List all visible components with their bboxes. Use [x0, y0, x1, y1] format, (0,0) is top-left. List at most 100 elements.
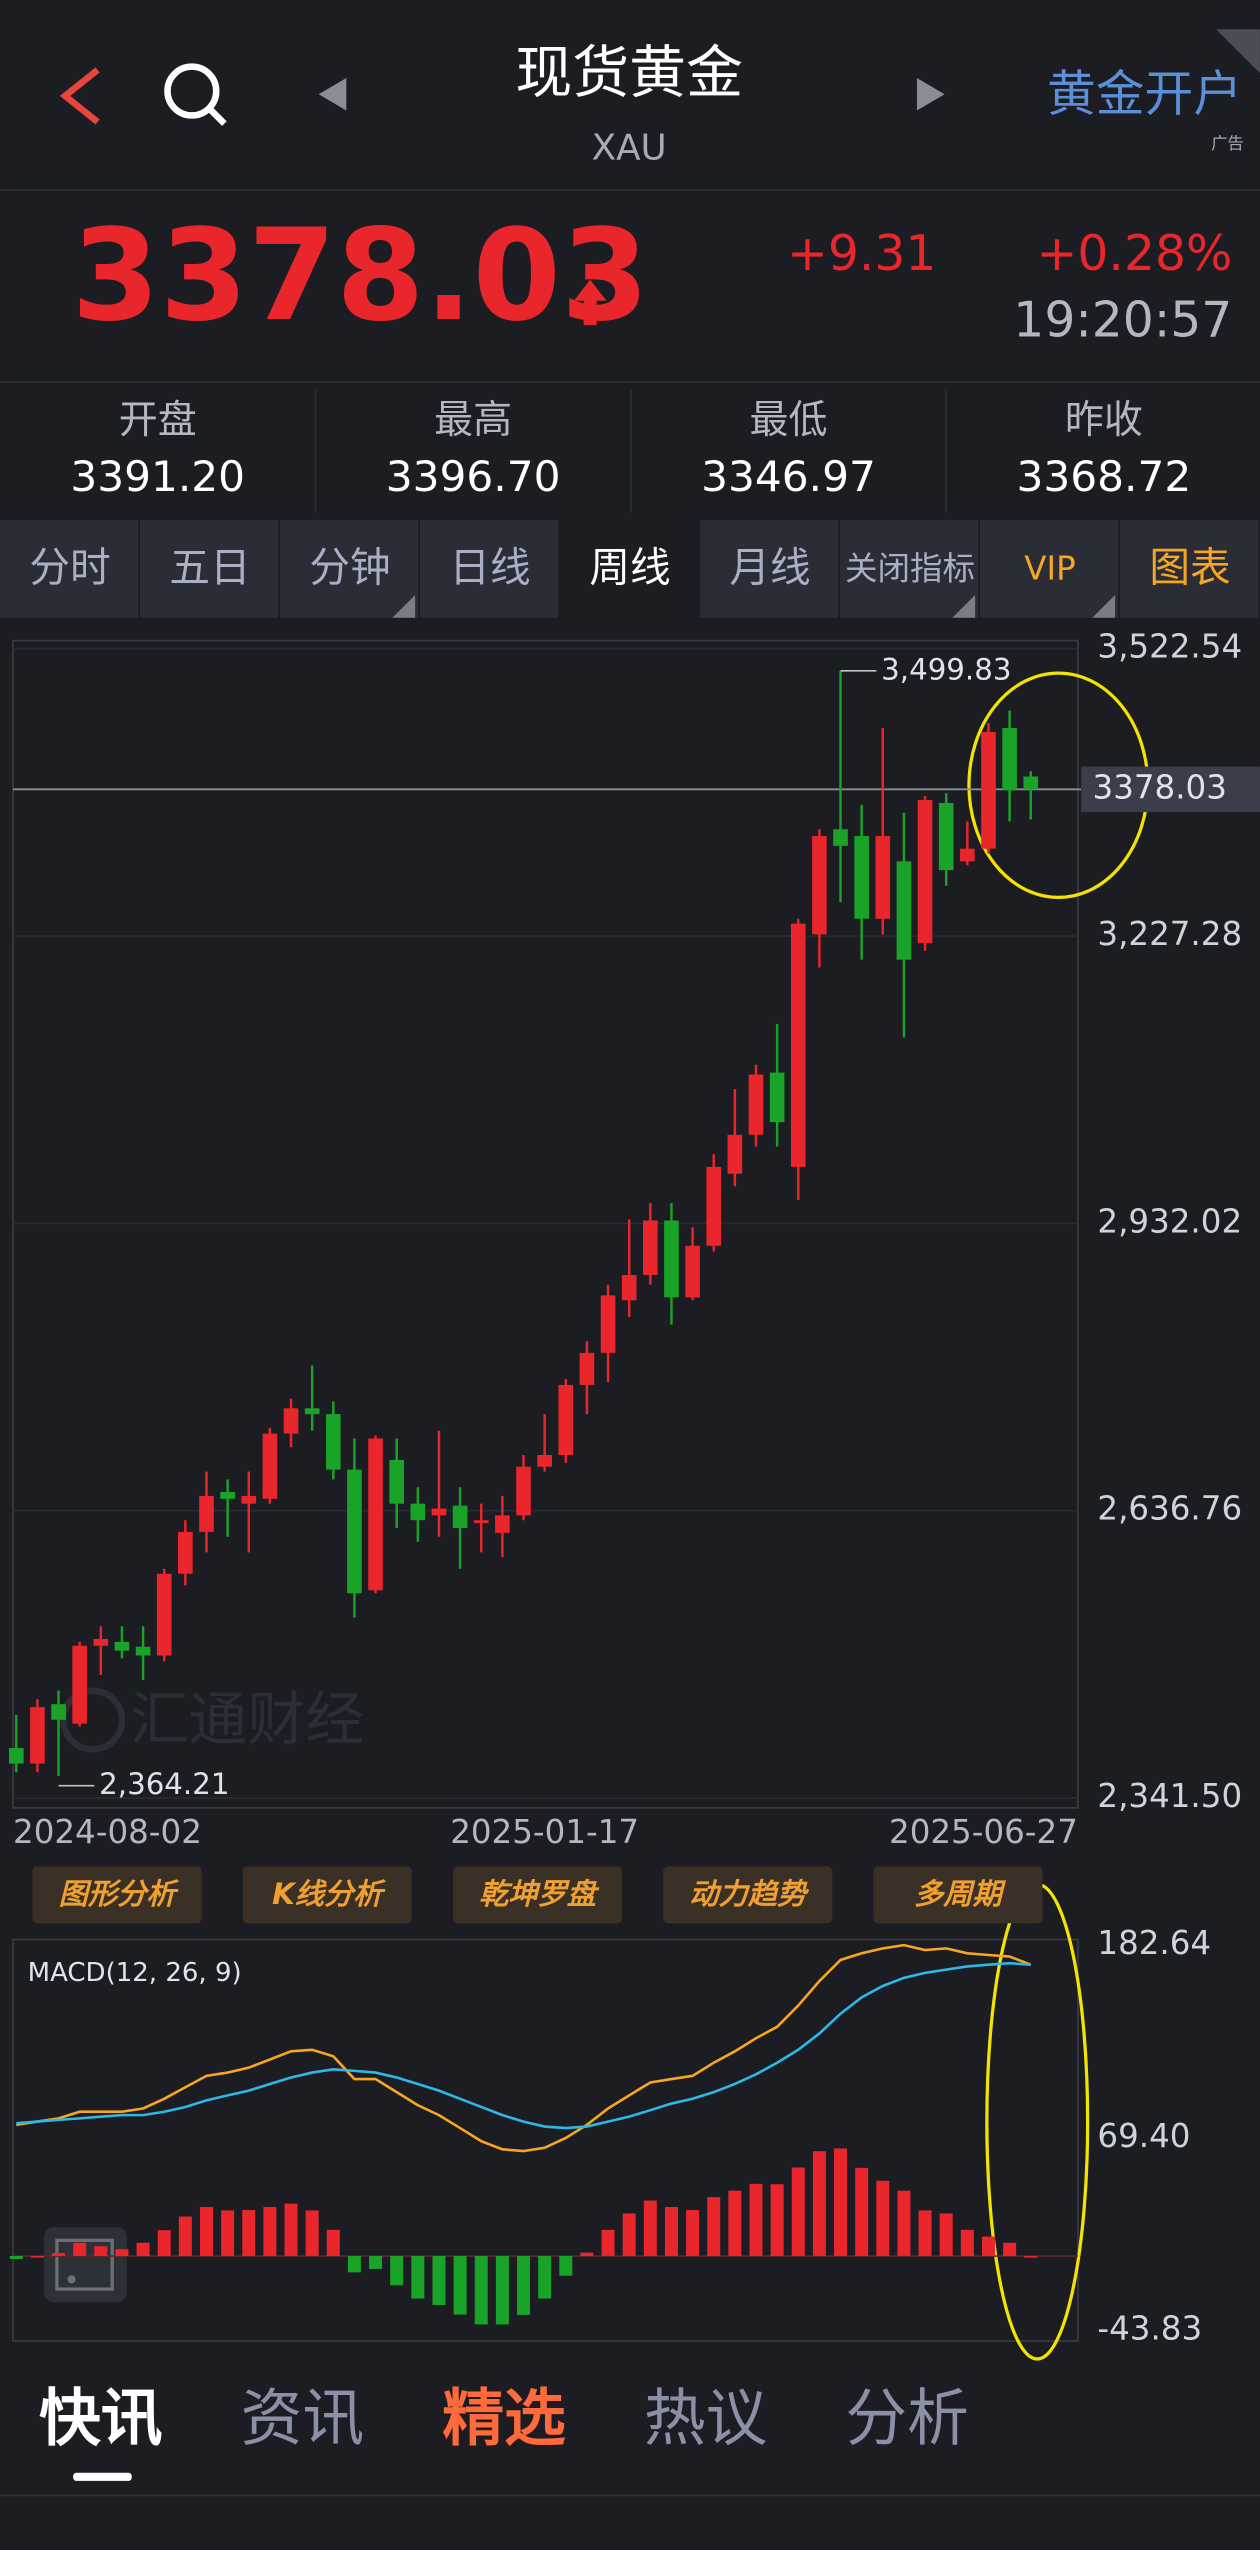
period-tab[interactable]: 日线	[449, 544, 530, 592]
macd-bar	[855, 2167, 869, 2257]
tool-button-label[interactable]: 多周期	[914, 1877, 1006, 1911]
annotation: 3,499.83	[881, 652, 1011, 686]
macd-bar	[580, 2252, 594, 2257]
period-tab[interactable]: 分时	[29, 544, 110, 592]
tool-button-label[interactable]: 图形分析	[59, 1877, 180, 1911]
macd-title: MACD(12, 26, 9)	[28, 1958, 242, 1988]
candle-body	[178, 1531, 193, 1574]
candle-body	[917, 800, 933, 944]
period-tab[interactable]: 月线	[729, 544, 810, 592]
tab-bg[interactable]	[280, 520, 419, 618]
period-tab[interactable]: 图表	[1149, 544, 1230, 592]
tab-bg[interactable]	[0, 520, 139, 618]
tab-bg[interactable]	[140, 520, 279, 618]
candle-body	[1023, 776, 1039, 790]
candle-body	[304, 1408, 320, 1415]
candle-body	[1002, 728, 1017, 791]
macd-bar	[981, 2236, 995, 2257]
period-tab[interactable]: 关闭指标	[845, 550, 975, 588]
candle-body	[72, 1645, 87, 1724]
macd-bar	[305, 2210, 319, 2257]
macd-bar	[728, 2190, 742, 2257]
close-corner[interactable]	[1216, 29, 1260, 74]
candle-body	[664, 1220, 679, 1298]
macd-bar	[897, 2190, 911, 2257]
change-percent: +0.28%	[1037, 225, 1233, 282]
stat-value: 3396.70	[386, 452, 561, 501]
account-button[interactable]: 黄金开户	[1047, 66, 1242, 123]
macd-bar	[559, 2256, 573, 2276]
tool-button[interactable]	[32, 1866, 202, 1924]
macd-bar	[30, 2256, 44, 2258]
macd-bar	[326, 2229, 340, 2257]
period-tab[interactable]: 五日	[169, 544, 250, 592]
candle-body	[854, 836, 869, 919]
watermark: 汇通财经	[130, 1685, 364, 1753]
next-button[interactable]	[916, 78, 945, 111]
macd-bar	[622, 2213, 636, 2257]
candle-body	[93, 1638, 109, 1646]
price: 3378.03	[72, 201, 650, 349]
y-tick-label: 3,227.28	[1097, 915, 1242, 953]
candle-body	[452, 1505, 468, 1529]
macd-bar	[538, 2256, 552, 2299]
tab-bg[interactable]	[420, 520, 559, 618]
tool-button-label[interactable]: 动力趋势	[689, 1877, 810, 1911]
period-tab[interactable]: 分钟	[309, 544, 390, 592]
time: 19:20:57	[1013, 292, 1232, 349]
candle-body	[8, 1747, 24, 1764]
stat-label: 最低	[750, 398, 828, 443]
macd-bar	[284, 2203, 298, 2257]
candle-body	[30, 1707, 45, 1764]
price-tag-label: 3378.03	[1093, 768, 1227, 806]
candle-body	[51, 1704, 66, 1720]
news-tab[interactable]: 热议	[644, 2382, 768, 2454]
tool-button[interactable]	[663, 1866, 833, 1924]
macd-bar	[369, 2256, 383, 2269]
tab-bg[interactable]	[839, 520, 979, 618]
macd-bar	[770, 2184, 784, 2257]
tool-button-label[interactable]: 乾坤罗盘	[479, 1877, 600, 1911]
tab-bg[interactable]	[979, 520, 1119, 618]
macd-bar	[939, 2213, 953, 2257]
candle-body	[283, 1408, 299, 1434]
candle-body	[516, 1466, 531, 1516]
tool-button[interactable]	[452, 1866, 623, 1924]
macd-bar	[52, 2252, 66, 2257]
news-tab[interactable]: 分析	[845, 2382, 969, 2454]
search-button[interactable]	[164, 63, 227, 126]
candle-body	[241, 1495, 257, 1504]
macd-bar	[749, 2183, 763, 2257]
macd-bar	[643, 2200, 657, 2257]
candle-body	[812, 836, 827, 935]
tab-bg[interactable]	[560, 520, 699, 618]
macd-frame	[12, 1938, 1079, 2342]
annotation: 2,364.21	[99, 1767, 229, 1801]
ad-tag: 广告	[1211, 134, 1243, 153]
back-button[interactable]	[59, 67, 100, 125]
tab-bg[interactable]	[1119, 520, 1259, 618]
news-tab[interactable]: 资讯	[241, 2382, 365, 2454]
candle-body	[833, 829, 848, 846]
candle-body	[896, 861, 912, 960]
period-tab[interactable]: VIP	[1024, 550, 1075, 588]
candle-body	[600, 1295, 616, 1353]
news-tab[interactable]: 精选	[442, 2382, 566, 2454]
up-arrow	[573, 279, 607, 326]
tool-button[interactable]	[242, 1866, 412, 1924]
period-tab[interactable]: 周线	[589, 544, 670, 592]
macd-bar	[812, 2151, 826, 2257]
macd-bar	[136, 2242, 150, 2257]
y-tick-label: 2,341.50	[1097, 1777, 1242, 1815]
news-tab[interactable]: 快讯	[39, 2382, 163, 2454]
macd-bar	[791, 2167, 805, 2257]
tab-underline	[73, 2472, 132, 2481]
tool-button-label[interactable]: K线分析	[272, 1877, 386, 1911]
tab-bg[interactable]	[699, 520, 839, 618]
tool-button[interactable]	[873, 1866, 1043, 1924]
drawing-tool[interactable]	[43, 2227, 127, 2303]
candle-body	[981, 731, 996, 849]
prev-button[interactable]	[318, 78, 347, 111]
macd-bar	[115, 2249, 129, 2257]
candle-body	[347, 1469, 362, 1594]
